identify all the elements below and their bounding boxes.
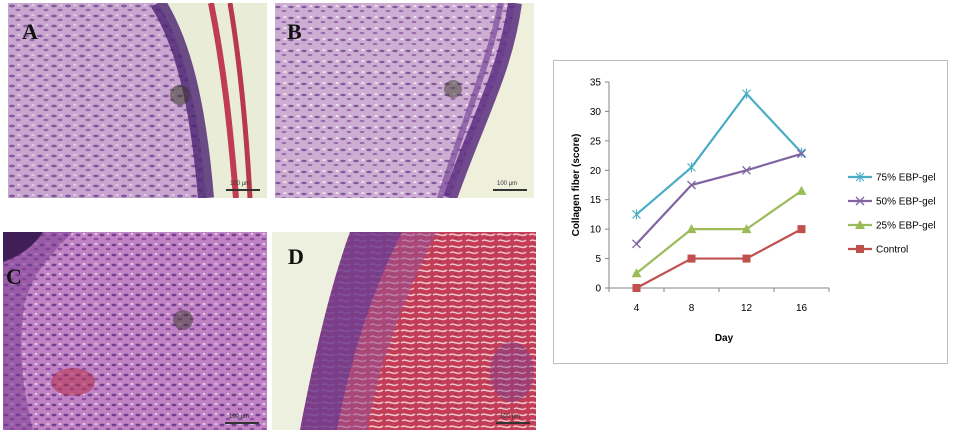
scalebar-label-c: 100 µm — [229, 414, 250, 420]
x-ticks: 4 8 12 16 — [608, 288, 830, 314]
x-tick-label: 8 — [689, 303, 695, 314]
scalebar-label-b: 100 µm — [497, 181, 518, 187]
series-line-75-ebp-gel — [635, 92, 803, 216]
data-point-50-ebp-gel — [687, 180, 696, 190]
legend-marker — [856, 245, 864, 253]
micrograph-panel-c: C 100 µm — [3, 232, 267, 430]
micrograph-b-image — [275, 3, 534, 198]
series-line-control — [635, 228, 803, 289]
x-axis-label: Day — [715, 333, 734, 344]
legend-label: 50% EBP-gel — [876, 197, 935, 208]
series-line-25-ebp-gel — [635, 189, 803, 275]
micrograph-a-image — [8, 3, 267, 198]
scalebar-a — [226, 189, 260, 191]
data-point-control — [632, 284, 641, 292]
panel-label-c: C — [6, 264, 22, 289]
legend-item: 75% EBP-gel — [848, 172, 935, 184]
y-tick-label: 35 — [590, 78, 602, 89]
data-point-control — [687, 254, 696, 263]
y-tick-label: 10 — [590, 225, 602, 236]
series-line-50-ebp-gel — [635, 152, 802, 245]
legend-label: 75% EBP-gel — [876, 173, 935, 184]
y-tick-label: 5 — [595, 254, 601, 265]
y-ticks: 0 5 10 15 20 25 30 35 — [590, 78, 609, 295]
data-point-25-ebp-gel — [686, 224, 697, 234]
y-tick-label: 25 — [590, 136, 602, 147]
panel-label-b: B — [287, 19, 302, 44]
y-tick-label: 30 — [590, 107, 602, 118]
series-75-ebp-gel — [632, 88, 806, 220]
micrograph-panel-a: A 100 µm — [8, 3, 267, 198]
data-point-75-ebp-gel — [632, 209, 641, 220]
legend-label: Control — [876, 245, 908, 256]
micrograph-d-image — [272, 232, 536, 430]
data-point-25-ebp-gel — [796, 185, 807, 195]
chart-container: 0 5 10 15 20 25 30 35 4 8 12 16 75% EBP-gel 50% EBP… — [553, 60, 948, 364]
micrograph-c-image — [3, 232, 267, 430]
legend-marker — [855, 172, 865, 182]
data-point-50-ebp-gel — [742, 165, 751, 175]
scalebar-label-a: 100 µm — [230, 181, 251, 187]
legend-item: 25% EBP-gel — [848, 220, 935, 232]
data-point-25-ebp-gel — [631, 268, 642, 278]
legend-label: 25% EBP-gel — [876, 221, 935, 232]
series-50-ebp-gel — [632, 149, 806, 249]
y-axis-label: Collagen fiber (score) — [571, 134, 582, 237]
data-point-50-ebp-gel — [797, 149, 806, 159]
x-tick-label: 12 — [741, 303, 753, 314]
scalebar-d — [496, 422, 530, 424]
x-tick-label: 16 — [796, 303, 808, 314]
x-tick-label: 4 — [634, 303, 640, 314]
data-point-75-ebp-gel — [742, 88, 751, 99]
series-25-ebp-gel — [631, 185, 807, 278]
scalebar-label-d: 100 µm — [500, 414, 521, 420]
collagen-line-chart: 0 5 10 15 20 25 30 35 4 8 12 16 75% EBP-gel 50% EBP… — [571, 78, 935, 345]
y-tick-label: 0 — [595, 284, 601, 295]
data-point-control — [797, 225, 806, 234]
chart-axes — [608, 82, 829, 289]
legend-item: Control — [848, 245, 908, 256]
data-point-75-ebp-gel — [687, 162, 696, 173]
micrograph-panel-b: B 100 µm — [275, 3, 534, 198]
data-point-25-ebp-gel — [741, 224, 752, 234]
scalebar-c — [225, 422, 259, 424]
data-point-50-ebp-gel — [632, 239, 641, 249]
legend-marker — [855, 220, 865, 229]
scalebar-b — [493, 189, 527, 191]
series-layer — [631, 88, 807, 292]
legend-marker — [855, 196, 865, 206]
data-point-control — [742, 254, 751, 263]
micrograph-panel-d: D 100 µm — [272, 232, 536, 430]
legend-item: 50% EBP-gel — [848, 197, 935, 208]
panel-label-d: D — [288, 244, 304, 269]
panel-label-a: A — [22, 19, 38, 44]
series-control — [632, 225, 806, 292]
y-tick-label: 20 — [590, 166, 602, 177]
y-tick-label: 15 — [590, 195, 602, 206]
legend: 75% EBP-gel 50% EBP-gel 25% EBP-gel Control — [848, 172, 935, 256]
